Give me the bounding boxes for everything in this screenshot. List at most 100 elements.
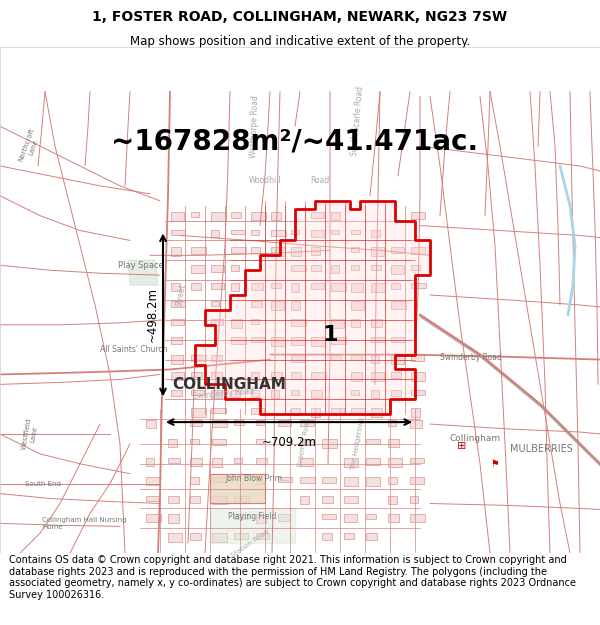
Bar <box>251 301 262 307</box>
Bar <box>251 372 259 381</box>
Bar <box>351 391 359 395</box>
Text: Play Space: Play Space <box>118 261 164 270</box>
Bar <box>371 354 379 362</box>
Bar <box>351 372 362 381</box>
Bar <box>291 283 299 292</box>
Bar <box>212 496 227 504</box>
Bar <box>171 391 182 396</box>
Bar <box>191 372 202 378</box>
Text: Swinderby Road: Swinderby Road <box>440 353 502 362</box>
Bar <box>300 477 315 482</box>
Bar <box>231 319 242 328</box>
Text: Collingham Hall Nursing
Home: Collingham Hall Nursing Home <box>42 517 127 530</box>
Bar <box>191 283 201 290</box>
Bar <box>251 319 259 324</box>
Bar <box>311 229 324 238</box>
Bar <box>391 391 401 396</box>
Bar <box>351 229 360 234</box>
Bar <box>351 301 364 310</box>
Bar <box>251 212 266 219</box>
Bar <box>300 439 314 445</box>
Bar <box>388 439 399 447</box>
Polygon shape <box>195 201 430 414</box>
Text: Westhorpe Road: Westhorpe Road <box>250 95 260 158</box>
Bar <box>291 248 301 256</box>
Bar <box>331 229 339 234</box>
Bar <box>331 212 340 219</box>
Text: Collingham: Collingham <box>450 434 501 444</box>
Bar <box>351 265 359 270</box>
Bar <box>371 372 384 381</box>
Bar <box>271 212 281 219</box>
Bar <box>351 408 365 414</box>
Bar <box>388 496 397 504</box>
Bar <box>391 283 400 289</box>
Bar <box>256 458 267 464</box>
Bar <box>271 391 279 398</box>
Bar <box>391 337 405 342</box>
Bar <box>251 283 263 290</box>
Bar <box>211 265 224 272</box>
Bar <box>371 248 384 256</box>
Text: ~167828m²/~41.471ac.: ~167828m²/~41.471ac. <box>112 127 479 155</box>
Polygon shape <box>210 474 265 504</box>
Bar <box>411 408 420 417</box>
Bar <box>271 337 285 346</box>
Bar <box>168 533 182 542</box>
Text: Northcroft
Lane: Northcroft Lane <box>18 127 42 165</box>
Bar <box>251 408 264 414</box>
Bar <box>371 408 382 417</box>
Text: Westfield
Lane: Westfield Lane <box>21 417 39 451</box>
Text: COLLINGHAM: COLLINGHAM <box>172 377 286 392</box>
Bar <box>351 319 360 327</box>
Bar <box>212 439 226 445</box>
Text: Swinderby Road: Swinderby Road <box>192 387 254 401</box>
Bar <box>344 458 358 467</box>
Bar <box>191 354 206 361</box>
Bar <box>256 420 265 425</box>
Bar <box>351 354 362 359</box>
Bar <box>171 212 184 221</box>
Bar <box>366 514 376 519</box>
Bar <box>171 319 184 325</box>
Bar <box>291 391 299 395</box>
Bar <box>311 283 324 289</box>
Bar <box>231 212 241 218</box>
Text: Contains OS data © Crown copyright and database right 2021. This information is : Contains OS data © Crown copyright and d… <box>9 555 576 600</box>
Text: John Blow Prim...: John Blow Prim... <box>225 474 289 483</box>
Bar <box>234 496 249 502</box>
Bar <box>211 408 226 413</box>
Bar <box>171 337 182 344</box>
Bar <box>212 458 222 467</box>
Bar <box>366 458 380 465</box>
Bar <box>411 354 424 361</box>
Bar <box>234 420 244 425</box>
Bar <box>371 265 381 270</box>
Bar <box>190 420 202 426</box>
Bar <box>311 391 322 398</box>
Text: Playing Field: Playing Field <box>228 512 277 521</box>
Bar <box>234 533 248 539</box>
Bar <box>291 354 305 361</box>
Text: Station Road: Station Road <box>230 528 270 558</box>
Bar <box>278 514 290 521</box>
Bar <box>278 420 291 426</box>
Bar <box>411 212 425 219</box>
Bar <box>344 496 358 504</box>
Bar <box>171 301 185 307</box>
Bar <box>212 477 226 482</box>
Bar <box>344 533 354 539</box>
Bar <box>191 391 204 395</box>
Bar <box>351 248 359 252</box>
Bar <box>331 265 339 273</box>
Bar <box>322 496 333 502</box>
Bar <box>146 477 160 484</box>
Bar <box>251 337 265 342</box>
Bar <box>331 354 341 359</box>
Bar <box>311 248 320 256</box>
Text: 1: 1 <box>322 325 338 345</box>
Bar <box>171 372 184 381</box>
Bar <box>291 372 301 379</box>
Bar <box>256 514 266 523</box>
Bar <box>171 248 181 256</box>
